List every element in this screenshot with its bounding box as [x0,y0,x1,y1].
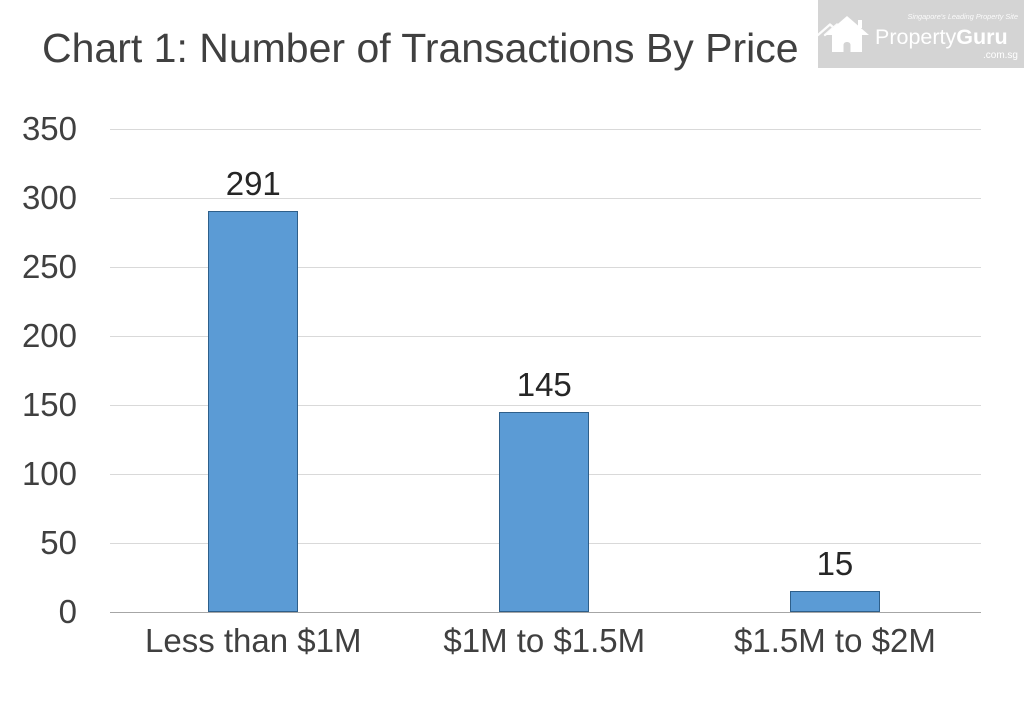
svg-text:PropertyGuru: PropertyGuru [875,25,1008,49]
svg-text:.com.sg: .com.sg [983,50,1018,61]
svg-text:Singapore's Leading Property S: Singapore's Leading Property Site [907,12,1018,21]
